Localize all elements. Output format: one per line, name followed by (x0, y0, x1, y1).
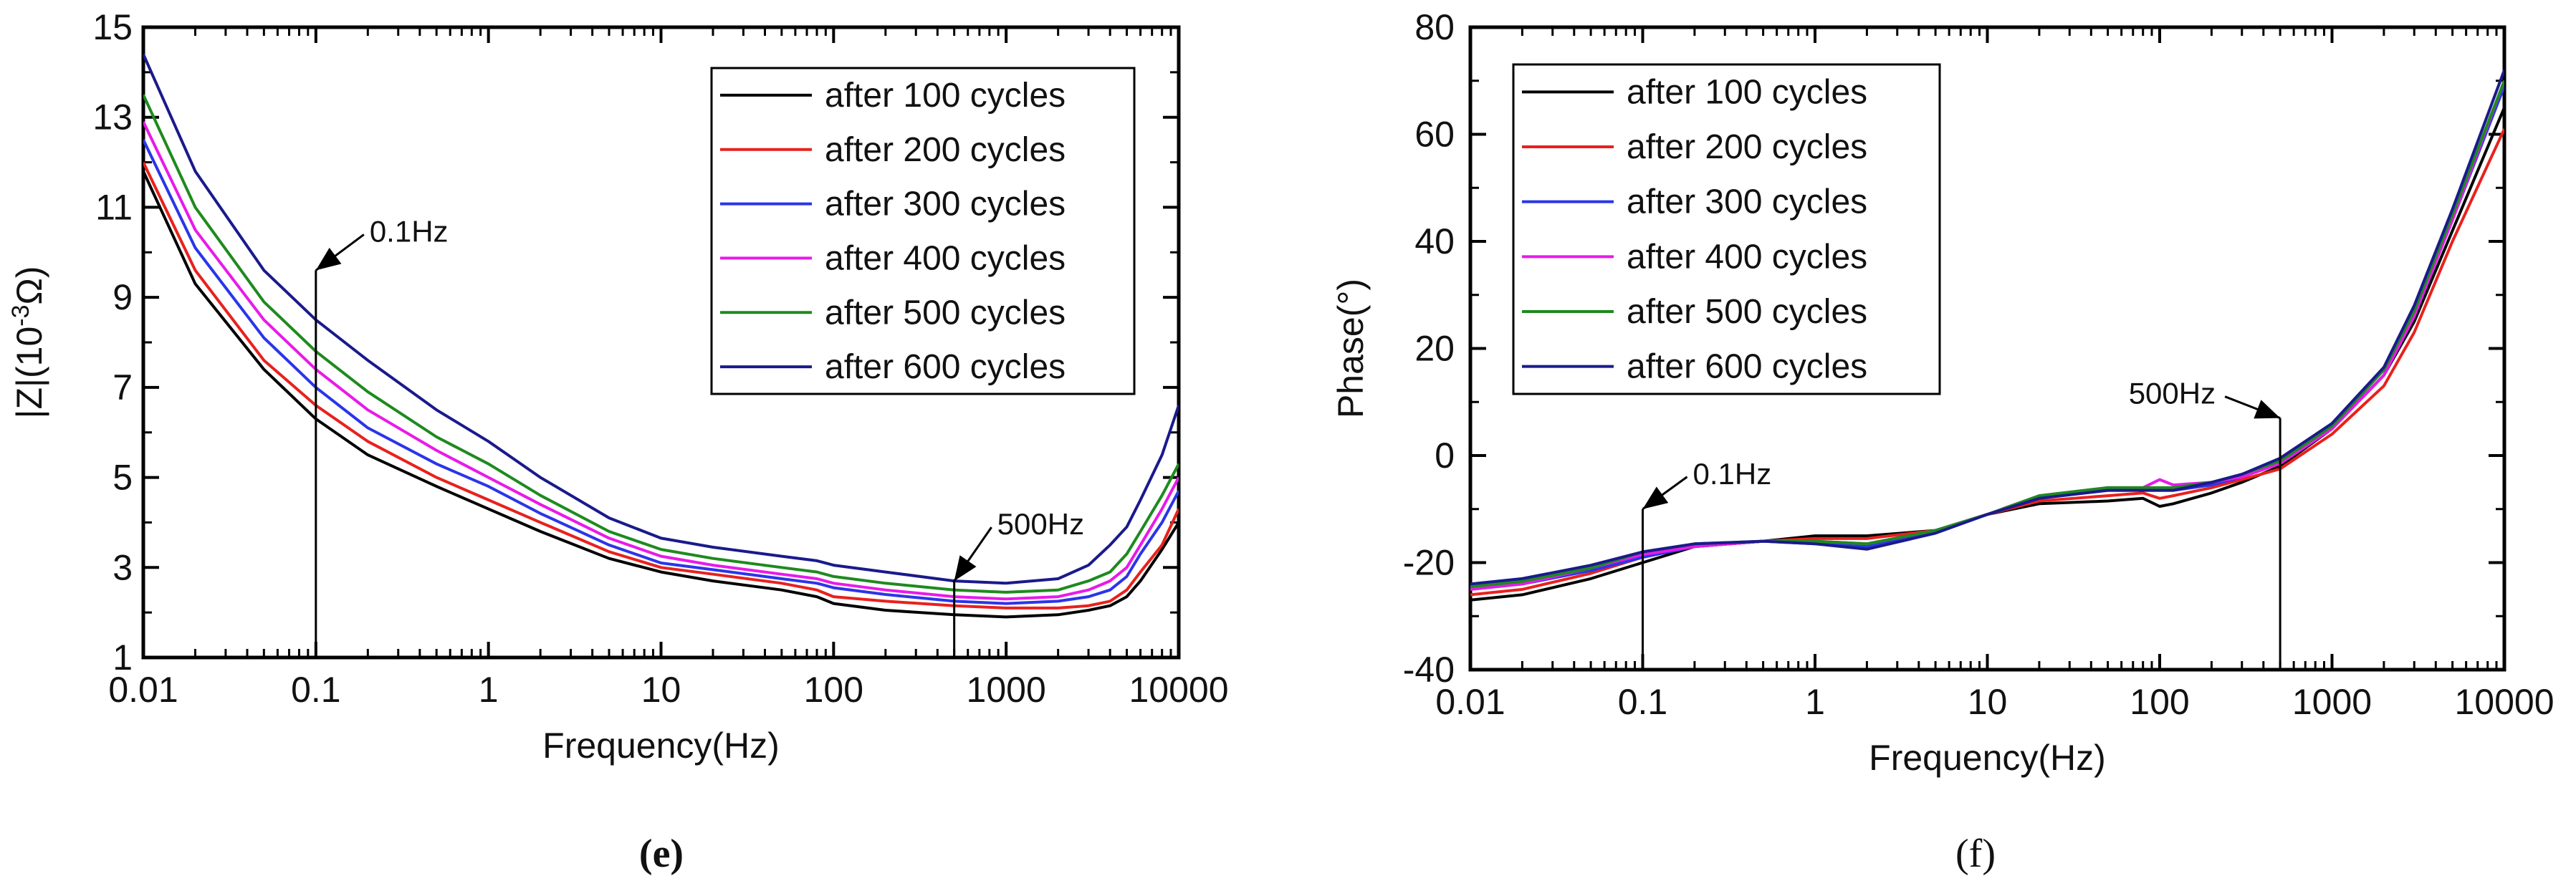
x-tick-label: 1 (1805, 682, 1825, 722)
legend-entry-label: after 500 cycles (1627, 293, 1867, 331)
legend-box (1512, 63, 1941, 395)
y-tick-label: 7 (112, 367, 133, 408)
legend-entry-label: after 100 cycles (1627, 73, 1867, 111)
legend-entry-label: after 400 cycles (1627, 238, 1867, 276)
y-tick-label: 9 (112, 277, 133, 317)
y-tick-label: 5 (112, 458, 133, 498)
x-tick-label: 1 (479, 670, 499, 710)
panel-label: (e) (639, 832, 684, 876)
y-tick-label: 80 (1414, 7, 1455, 47)
y-tick-label: 60 (1414, 115, 1455, 155)
x-tick-label: 10000 (2454, 682, 2554, 722)
series-line-300-cycles (143, 139, 1179, 605)
y-tick-label: 15 (92, 7, 133, 47)
chart-panel-f: 0.01 0.1 1 10 100 1000 10000 -40 -20 0 20 40 60 80 Fre… (1331, 7, 2555, 876)
annotation-label: 0.1Hz (370, 214, 449, 248)
x-axis-label: Frequency(Hz) (542, 726, 780, 766)
x-tick-label: 1000 (967, 670, 1046, 710)
y-axis-label-exponent: -3 (7, 305, 34, 327)
y-tick-label: 40 (1414, 221, 1455, 261)
x-tick-label: 0.1 (1618, 682, 1668, 722)
y-axis-label-unit: Ω) (9, 266, 49, 304)
x-tick-label: 0.01 (1435, 682, 1505, 722)
y-tick-label: -20 (1403, 543, 1455, 583)
annotation-arrow-head (2254, 400, 2281, 419)
legend-entry-label: after 300 cycles (1627, 183, 1867, 221)
legend-entry-label: after 600 cycles (1627, 348, 1867, 386)
y-tick-label: 3 (112, 547, 133, 587)
x-tick-label: 100 (804, 670, 863, 710)
y-tick-label: 11 (95, 187, 133, 227)
y-axis-label-main: |Z|(10 (9, 327, 49, 419)
series-line-500-cycles (143, 94, 1179, 594)
x-tick-label: 0.01 (108, 670, 178, 710)
series-line-600-cycles (1470, 69, 2504, 586)
y-axis-label: Phase(°) (1331, 279, 1371, 418)
series-line-200-cycles (143, 161, 1179, 610)
annotation-label: 0.1Hz (1693, 457, 1772, 491)
x-tick-label: 10 (1968, 682, 2008, 722)
annotation-label: 500Hz (2129, 377, 2216, 410)
panel-label: (f) (1955, 832, 1996, 876)
series-line-400-cycles (143, 121, 1179, 601)
legend-entry-label: after 200 cycles (1627, 128, 1867, 166)
x-axis-label: Frequency(Hz) (1869, 738, 2106, 778)
legend-box (710, 67, 1136, 395)
chart-panel-e: 0.01 0.1 1 10 100 1000 1000013579111315Frequen… (7, 7, 1229, 876)
legend-entry-label: after 300 cycles (825, 186, 1066, 223)
legend-entry-label: after 400 cycles (825, 239, 1066, 277)
annotation-arrow-head (954, 555, 977, 582)
annotation-label: 500Hz (997, 507, 1084, 541)
legend-entry-label: after 100 cycles (825, 77, 1066, 115)
y-tick-label: -40 (1403, 650, 1455, 690)
annotation-arrow-head (1642, 486, 1669, 509)
x-tick-label: 1000 (2292, 682, 2372, 722)
annotation-arrow-head (315, 247, 342, 271)
y-axis-label: |Z|(10-3Ω) (7, 266, 49, 418)
legend-entry-label: after 200 cycles (825, 131, 1066, 169)
x-tick-label: 100 (2130, 682, 2189, 722)
x-tick-label: 10 (641, 670, 681, 710)
y-tick-label: 0 (1435, 435, 1455, 476)
y-tick-label: 20 (1414, 329, 1455, 369)
y-tick-label: 1 (112, 637, 133, 678)
y-tick-label: 13 (92, 97, 133, 138)
legend-entry-label: after 600 cycles (825, 348, 1066, 386)
series-line-100-cycles (143, 170, 1179, 619)
series-line-600-cycles (143, 53, 1179, 585)
x-tick-label: 0.1 (291, 670, 341, 710)
x-tick-label: 10000 (1129, 670, 1228, 710)
legend-entry-label: after 500 cycles (825, 294, 1066, 332)
